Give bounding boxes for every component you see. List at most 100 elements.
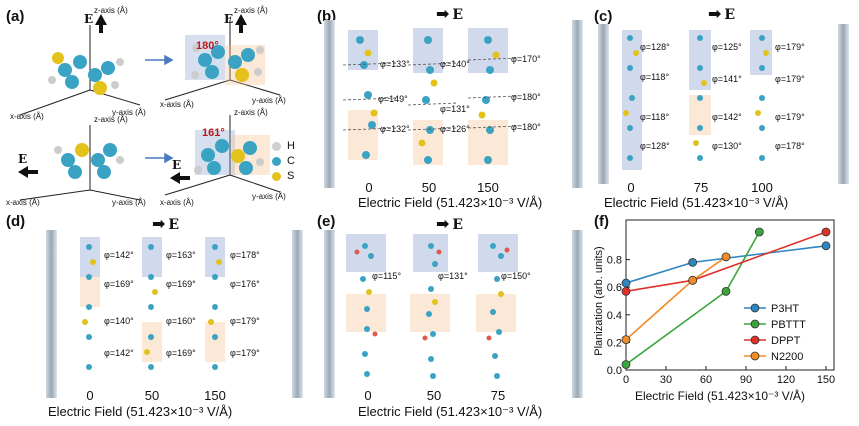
electrode-left-b [324,20,335,188]
tick-e-1: 50 [426,388,442,403]
panel-b: ➡ E φ=133° φ=149° φ=132° φ=140° φ=131° φ=… [318,0,590,210]
angle-d-3: φ=142° [104,348,134,358]
chains-e [354,243,510,379]
legend-c: C [272,155,295,167]
chains-d [82,244,222,370]
electrode-right-e [572,230,583,398]
angle-d-1: φ=169° [104,279,134,289]
data-point-n2200 [621,335,631,345]
angle-d-10: φ=179° [230,316,260,326]
angle-c-1: φ=118° [640,72,670,82]
series-line-p3ht [625,245,827,284]
angle-c-11: φ=178° [775,141,805,151]
field-symbol-a1: E [84,12,94,26]
angle-b-8: φ=180° [511,122,541,132]
angle-b-3: φ=140° [440,59,470,69]
y-tick-label: 0.6 [607,282,622,294]
segment-e [346,234,386,272]
angle-d-4: φ=163° [166,250,196,260]
right-arrow-icon: ➡ [708,4,722,23]
field-symbol-e: E [452,217,464,233]
x-axis-title-f: Electric Field (51.423×10⁻³ V/Å) [635,388,805,403]
axis-x-label-4: x-axis (Å) [160,198,194,207]
planization-chart: 0 30 60 90 120 150 0.0 0.2 0.4 0.6 0.8 Electric Fie… [593,219,835,403]
field-symbol-a4: E [172,158,182,172]
data-point-dppt [821,227,831,237]
field-symbol-c: E [724,7,736,23]
legend-s: S [272,170,294,182]
y-axis-title-f: Planization (arb. units) [594,246,605,355]
angle-d-8: φ=178° [230,250,260,260]
tick-d-2: 150 [204,388,226,403]
y-tick-label: 0.4 [607,310,622,322]
x-axis-title-c: Electric Field (51.423×10⁻³ V/Å) [604,195,789,210]
x-tick-label: 60 [700,374,712,386]
data-point-n2200 [721,252,731,262]
series-line-dppt [625,231,827,293]
angle-c-8: φ=179° [775,42,805,52]
panel-label-a: (a) [6,8,25,25]
electrode-left-e [324,230,335,398]
right-arrow-icon: ➡ [436,4,450,23]
segment-e [413,234,448,272]
angle-b-2: φ=132° [380,124,410,134]
legend-marker-pbttt [750,319,760,329]
electrode-right-c [838,24,849,184]
panel-e: ➡ E φ=115° φ=131° φ=150° 0 50 75 Electric… [318,212,590,421]
angle-d-9: φ=176° [230,279,260,289]
panel-a: z-axis (Å) x-axis (Å) y-axis (Å) z-axis … [0,0,310,210]
data-point-dppt [621,286,631,296]
field-symbol-b: E [452,7,464,23]
plot-frame [625,219,835,371]
field-symbol-d: E [168,217,180,233]
axis-y-label: y-axis (Å) [112,108,146,117]
angle-c-2: φ=118° [640,112,670,122]
segment-d [205,322,225,362]
axis-y-label-3: y-axis (Å) [112,198,146,207]
x-tick-label: 120 [777,374,795,386]
right-arrow-icon: ➡ [436,214,450,233]
segment-c [689,30,711,90]
x-tick-label: 0 [623,374,629,386]
angle-c-9: φ=179° [775,74,805,84]
x-axis-title-d: Electric Field (51.423×10⁻³ V/Å) [48,404,233,419]
x-axis-title-b: Electric Field (51.423×10⁻³ V/Å) [358,195,543,210]
angle-d-6: φ=160° [166,316,196,326]
electrode-right-b [572,20,583,188]
angle-c-5: φ=141° [712,74,742,84]
legend-s-swatch [272,171,281,181]
x-tick-label: 150 [817,374,835,386]
legend-h-swatch [272,141,281,151]
segment-c [689,95,711,135]
data-point-p3ht [821,241,831,251]
field-arrow-b: ➡ E [436,4,463,23]
angle-b-6: φ=170° [511,54,541,64]
panel-a-molecules [18,14,281,201]
tick-e-2: 75 [490,388,506,403]
axis-x-label-2: x-axis (Å) [160,100,194,109]
y-tick-label: 0.0 [607,365,622,377]
tick-b-1: 50 [421,180,437,195]
axis-z-label-4: z-axis (Å) [234,108,268,117]
legend-h-label: H [287,140,295,152]
electrode-right-d [292,230,303,398]
chains-c [623,35,769,161]
electrode-left-d [46,230,57,398]
angle-d-5: φ=169° [166,279,196,289]
data-point-pbttt [621,360,631,369]
segment-b [348,110,378,160]
panel-c: ➡ E φ=128° φ=118° φ=118° φ=128° φ=125° φ=… [594,0,856,210]
panel-label-f: (f) [594,213,609,230]
segment-d [80,277,100,307]
field-symbol-a3: E [18,152,28,166]
angle-c-7: φ=130° [712,141,742,151]
angle-b-1: φ=149° [378,94,408,104]
angle-c-10: φ=179° [775,112,805,122]
segment-e [478,234,518,272]
chains-b [342,36,519,164]
x-tick-label: 30 [660,374,672,386]
y-tick-label: 0.2 [607,337,622,349]
data-point-n2200 [688,275,698,285]
legend-marker-n2200 [750,351,760,361]
legend-label-p3ht: P3HT [771,303,799,315]
